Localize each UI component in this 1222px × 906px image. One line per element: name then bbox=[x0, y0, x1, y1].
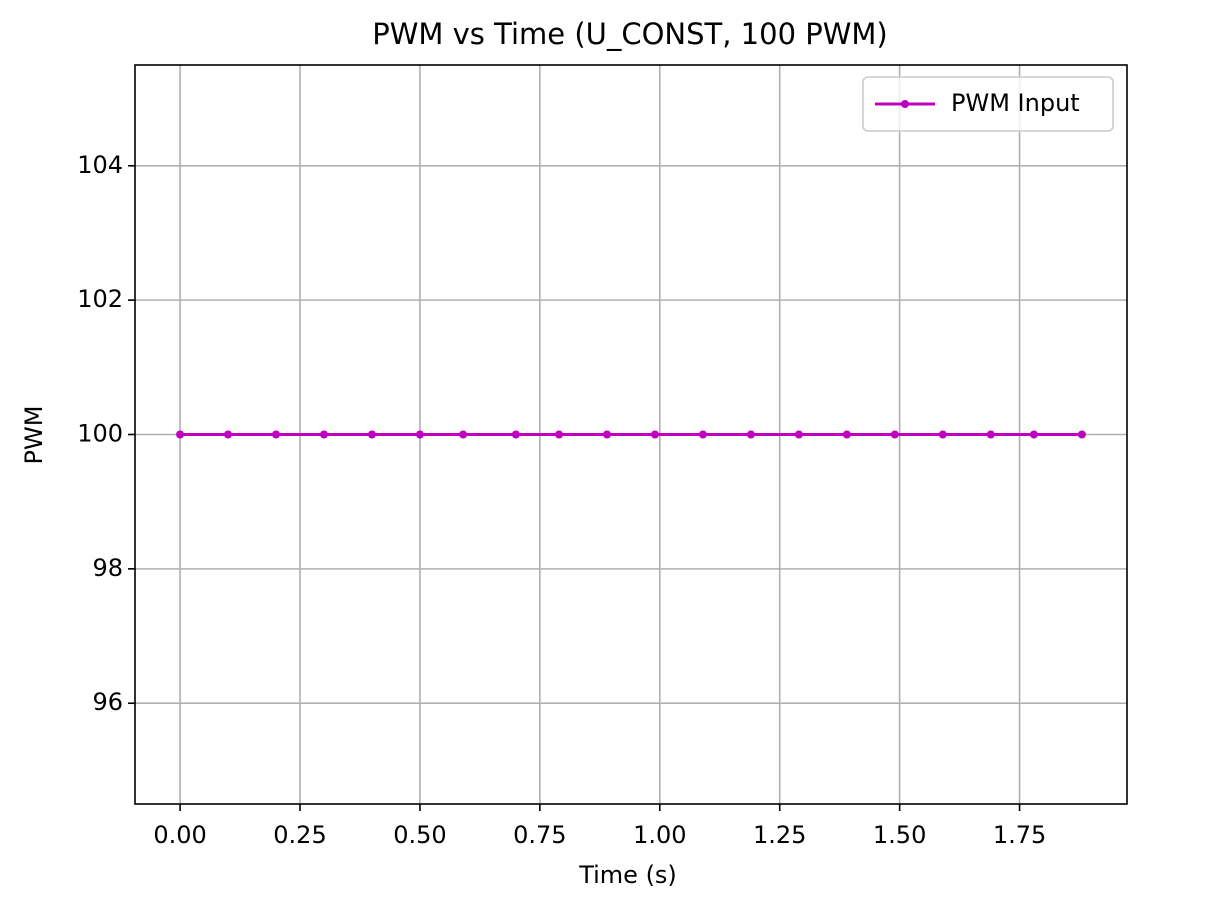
x-tick-label: 0.00 bbox=[153, 821, 206, 849]
y-tick-label: 96 bbox=[92, 688, 123, 716]
data-point bbox=[986, 430, 995, 439]
data-point bbox=[698, 430, 707, 439]
y-tick-label: 100 bbox=[77, 420, 123, 448]
data-point bbox=[890, 430, 899, 439]
data-point bbox=[319, 430, 328, 439]
x-tick-label: 1.75 bbox=[993, 821, 1046, 849]
x-tick-label: 1.25 bbox=[753, 821, 806, 849]
y-tick-label: 102 bbox=[77, 285, 123, 313]
data-point bbox=[511, 430, 520, 439]
data-point bbox=[1077, 430, 1086, 439]
plot-frame bbox=[134, 64, 1128, 805]
y-tick-label: 104 bbox=[77, 151, 123, 179]
data-point bbox=[746, 430, 755, 439]
data-point bbox=[842, 430, 851, 439]
legend-marker bbox=[901, 100, 909, 108]
x-tick-label: 0.75 bbox=[513, 821, 566, 849]
x-axis-label: Time (s) bbox=[578, 861, 677, 889]
data-point bbox=[415, 430, 424, 439]
x-tick-label: 1.00 bbox=[633, 821, 686, 849]
data-point bbox=[1029, 430, 1038, 439]
x-tick-label: 0.50 bbox=[393, 821, 446, 849]
data-point bbox=[603, 430, 612, 439]
data-point bbox=[794, 430, 803, 439]
x-tick-label: 1.50 bbox=[873, 821, 926, 849]
legend-box bbox=[862, 76, 1114, 132]
y-axis-label: PWM bbox=[20, 406, 48, 465]
data-point bbox=[272, 430, 281, 439]
y-tick-label: 98 bbox=[92, 554, 123, 582]
data-point bbox=[176, 430, 185, 439]
chart-title: PWM vs Time (U_CONST, 100 PWM) bbox=[372, 17, 888, 51]
data-point bbox=[459, 430, 468, 439]
data-point bbox=[367, 430, 376, 439]
data-point bbox=[650, 430, 659, 439]
data-point bbox=[224, 430, 233, 439]
data-point bbox=[938, 430, 947, 439]
x-tick-label: 0.25 bbox=[273, 821, 326, 849]
legend-label: PWM Input bbox=[951, 89, 1080, 117]
data-point bbox=[555, 430, 564, 439]
